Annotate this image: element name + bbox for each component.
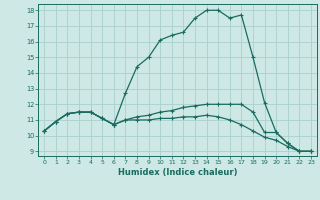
X-axis label: Humidex (Indice chaleur): Humidex (Indice chaleur) [118,168,237,177]
